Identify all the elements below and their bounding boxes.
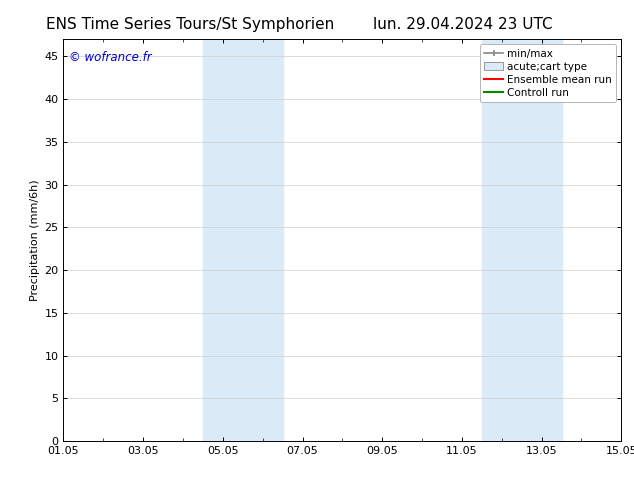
Legend: min/max, acute;cart type, Ensemble mean run, Controll run: min/max, acute;cart type, Ensemble mean … bbox=[480, 45, 616, 102]
Text: ENS Time Series Tours/St Symphorien: ENS Time Series Tours/St Symphorien bbox=[46, 17, 334, 32]
Bar bbox=[482, 39, 562, 441]
Y-axis label: Precipitation (mm/6h): Precipitation (mm/6h) bbox=[30, 179, 40, 301]
Text: © wofrance.fr: © wofrance.fr bbox=[69, 51, 152, 64]
Bar bbox=[203, 39, 283, 441]
Text: lun. 29.04.2024 23 UTC: lun. 29.04.2024 23 UTC bbox=[373, 17, 553, 32]
